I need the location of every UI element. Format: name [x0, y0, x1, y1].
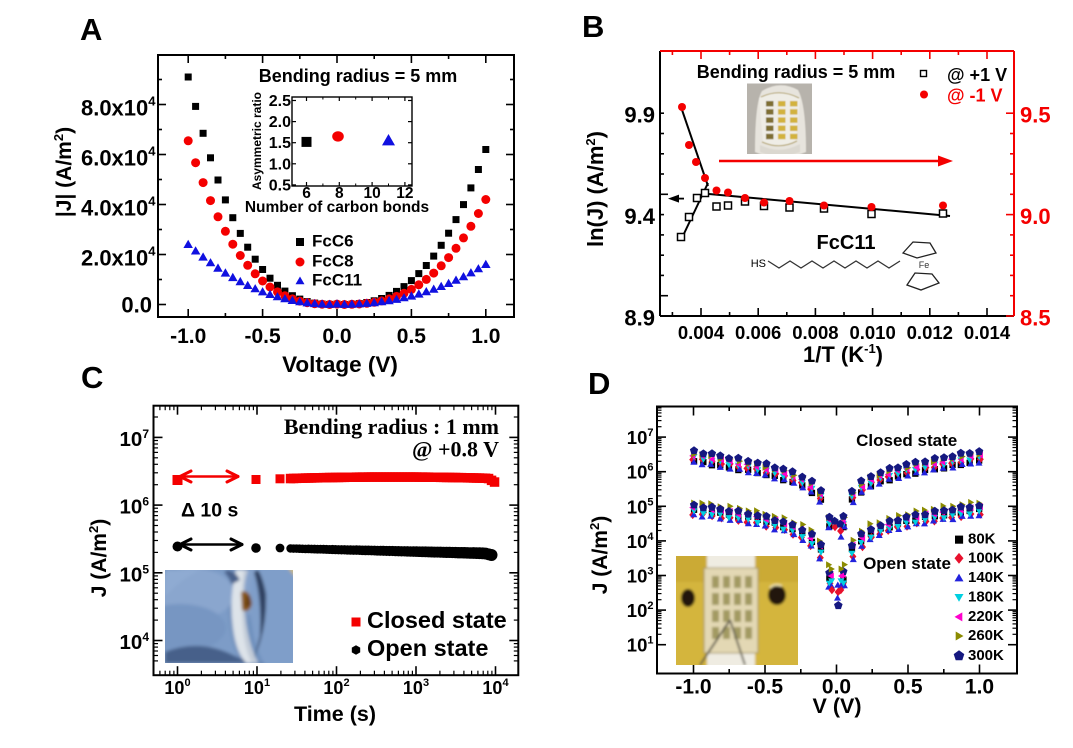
svg-text:180K: 180K [968, 588, 1004, 605]
svg-text:300K: 300K [968, 647, 1004, 664]
svg-text:C: C [81, 360, 103, 395]
svg-text:6.0x104: 6.0x104 [81, 144, 156, 171]
svg-text:1.0: 1.0 [269, 156, 291, 173]
svg-text:8.9: 8.9 [624, 306, 655, 331]
svg-text:FcC6: FcC6 [312, 231, 354, 250]
svg-text:2.0: 2.0 [269, 114, 291, 131]
svg-text:0.0: 0.0 [121, 293, 152, 318]
svg-text:@ -1 V: @ -1 V [947, 86, 1003, 106]
svg-text:105: 105 [627, 496, 654, 517]
svg-text:B: B [582, 9, 604, 44]
svg-text:9.5: 9.5 [1020, 103, 1051, 128]
svg-text:0.0: 0.0 [322, 325, 351, 348]
svg-text:2.5: 2.5 [269, 93, 291, 110]
svg-text:Open state: Open state [367, 635, 488, 661]
svg-text:80K: 80K [968, 531, 996, 548]
svg-text:102: 102 [323, 677, 349, 698]
svg-text:104: 104 [120, 630, 150, 654]
svg-text:0.5: 0.5 [269, 177, 291, 194]
svg-text:A: A [80, 12, 102, 47]
svg-text:Bending radius = 5 mm: Bending radius = 5 mm [697, 62, 896, 82]
svg-text:1.5: 1.5 [269, 135, 291, 152]
svg-text:4.0x104: 4.0x104 [81, 194, 156, 221]
svg-text:260K: 260K [968, 627, 1004, 644]
svg-text:104: 104 [482, 677, 509, 698]
svg-text:140K: 140K [968, 569, 1004, 586]
svg-text:Closed state: Closed state [856, 431, 957, 450]
svg-text:Fe: Fe [919, 260, 930, 270]
svg-text:Open state: Open state [863, 554, 951, 573]
svg-text:0.5: 0.5 [893, 676, 923, 699]
svg-text:101: 101 [627, 635, 654, 656]
svg-text:J (A/m2): J (A/m2) [86, 519, 111, 597]
svg-text:0.012: 0.012 [907, 322, 953, 343]
svg-text:0.006: 0.006 [735, 322, 781, 343]
svg-text:1.0: 1.0 [471, 325, 500, 348]
svg-text:100K: 100K [968, 549, 1004, 566]
svg-text:V (V): V (V) [813, 694, 862, 718]
svg-text:10: 10 [363, 185, 380, 202]
svg-text:105: 105 [120, 562, 150, 586]
svg-text:@ +0.8 V: @ +0.8 V [412, 437, 499, 462]
svg-text:Voltage (V): Voltage (V) [282, 352, 398, 377]
svg-text:101: 101 [244, 677, 270, 698]
svg-text:J (A/m2): J (A/m2) [587, 516, 612, 594]
svg-text:0.010: 0.010 [849, 322, 895, 343]
svg-text:104: 104 [627, 531, 655, 552]
svg-text:0.004: 0.004 [678, 322, 725, 343]
svg-text:|J| (A/m2): |J| (A/m2) [51, 127, 76, 217]
svg-text:106: 106 [120, 495, 150, 519]
svg-text:100: 100 [164, 677, 190, 698]
svg-text:Time (s): Time (s) [294, 702, 376, 726]
svg-text:Closed state: Closed state [367, 607, 507, 633]
svg-text:0.008: 0.008 [792, 322, 838, 343]
svg-text:9.9: 9.9 [624, 103, 655, 128]
svg-text:2.0x104: 2.0x104 [81, 244, 156, 271]
svg-text:HS: HS [751, 258, 766, 270]
svg-text:0.0: 0.0 [822, 676, 851, 699]
svg-text:Asymmetric ratio: Asymmetric ratio [250, 92, 264, 190]
svg-text:102: 102 [627, 600, 654, 621]
svg-text:9.4: 9.4 [624, 204, 655, 229]
svg-text:8.5: 8.5 [1020, 306, 1051, 331]
svg-text:ln(J) (A/m2): ln(J) (A/m2) [583, 131, 608, 247]
svg-text:1.0: 1.0 [965, 676, 994, 699]
svg-text:103: 103 [627, 566, 654, 587]
svg-text:D: D [588, 366, 610, 401]
svg-text:8: 8 [335, 185, 344, 202]
svg-text:0.5: 0.5 [397, 325, 427, 348]
svg-text:107: 107 [120, 427, 150, 451]
svg-text:-0.5: -0.5 [747, 676, 784, 699]
svg-text:220K: 220K [968, 608, 1004, 625]
svg-text:107: 107 [627, 427, 654, 448]
svg-text:8.0x104: 8.0x104 [81, 94, 156, 121]
svg-text:-0.5: -0.5 [245, 325, 282, 348]
svg-text:-1.0: -1.0 [675, 676, 711, 699]
svg-text:Bending radius = 5 mm: Bending radius = 5 mm [259, 66, 458, 86]
svg-text:FcC11: FcC11 [817, 232, 876, 254]
svg-text:0.014: 0.014 [964, 322, 1011, 343]
svg-text:FcC8: FcC8 [312, 251, 354, 270]
svg-text:@ +1 V: @ +1 V [947, 65, 1007, 85]
svg-text:FcC11: FcC11 [312, 270, 362, 289]
svg-text:12: 12 [396, 185, 413, 202]
svg-text:1/T (K-1): 1/T (K-1) [803, 341, 883, 367]
svg-text:Number of carbon bonds: Number of carbon bonds [245, 199, 429, 216]
svg-text:Δ 10 s: Δ 10 s [181, 500, 239, 522]
svg-text:9.0: 9.0 [1020, 204, 1051, 229]
svg-text:-1.0: -1.0 [170, 325, 206, 348]
svg-text:Bending radius : 1 mm: Bending radius : 1 mm [284, 414, 499, 439]
svg-text:6: 6 [302, 185, 311, 202]
svg-text:106: 106 [627, 462, 654, 483]
svg-text:103: 103 [403, 677, 429, 698]
